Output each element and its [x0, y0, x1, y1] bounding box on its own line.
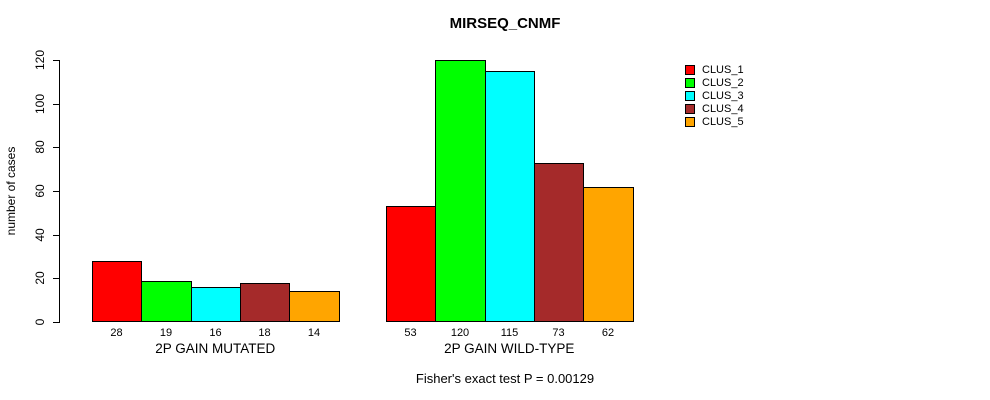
y-tick — [53, 322, 59, 323]
y-tick-label: 60 — [33, 184, 47, 198]
bar-clus_1-group2 — [386, 206, 436, 322]
bar-value-label: 18 — [258, 327, 271, 339]
y-tick — [53, 60, 59, 61]
bar-clus_1-group1 — [92, 261, 142, 322]
y-axis-line — [59, 60, 60, 323]
y-tick — [53, 278, 59, 279]
bar-clus_5-group1 — [289, 291, 340, 322]
bar-value-label: 16 — [209, 327, 222, 339]
bar-value-label: 62 — [601, 327, 615, 339]
legend-label: CLUS_4 — [702, 102, 744, 115]
bar-clus_5-group2 — [583, 187, 634, 322]
y-axis-label: number of cases — [4, 146, 18, 236]
y-tick — [53, 191, 59, 192]
bar-clus_3-group1 — [191, 287, 241, 322]
legend-swatch-clus_4 — [685, 103, 695, 114]
bar-value-label: 19 — [159, 327, 173, 339]
y-tick-label: 0 — [33, 318, 47, 326]
legend-row: CLUS_5 — [685, 115, 744, 128]
bar-clus_2-group1 — [141, 281, 192, 322]
legend-row: CLUS_2 — [685, 76, 744, 89]
legend-row: CLUS_3 — [685, 89, 744, 102]
y-tick-label: 80 — [33, 140, 47, 154]
legend-label: CLUS_5 — [702, 115, 744, 128]
group-label: 2P GAIN WILD-TYPE — [444, 341, 575, 356]
legend-swatch-clus_2 — [685, 77, 695, 88]
bar-value-label: 28 — [110, 327, 123, 339]
y-tick — [53, 147, 59, 148]
annotation-caption: Fisher's exact test P = 0.00129 — [415, 371, 595, 386]
legend-swatch-clus_5 — [685, 116, 695, 127]
group-label: 2P GAIN MUTATED — [155, 341, 276, 356]
legend-swatch-clus_3 — [685, 90, 695, 101]
legend-label: CLUS_2 — [702, 76, 744, 89]
bar-clus_4-group1 — [240, 283, 290, 322]
bar-value-label: 120 — [450, 327, 470, 339]
legend: CLUS_1 CLUS_2 CLUS_3 CLUS_4 CLUS_5 — [685, 63, 744, 128]
legend-row: CLUS_1 — [685, 63, 744, 76]
bar-value-label: 53 — [404, 327, 417, 339]
y-tick-label: 40 — [33, 228, 47, 242]
legend-swatch-clus_1 — [685, 64, 695, 75]
legend-label: CLUS_3 — [702, 89, 744, 102]
legend-row: CLUS_4 — [685, 102, 744, 115]
bar-value-label: 73 — [552, 327, 565, 339]
bar-clus_3-group2 — [485, 71, 535, 322]
legend-label: CLUS_1 — [702, 63, 744, 76]
y-tick — [53, 104, 59, 105]
bar-clus_4-group2 — [534, 163, 584, 322]
y-tick-label: 20 — [33, 271, 47, 285]
y-tick-label: 100 — [33, 93, 47, 115]
y-tick-label: 120 — [33, 49, 47, 71]
bar-value-label: 14 — [307, 327, 321, 339]
y-tick — [53, 235, 59, 236]
bar-value-label: 115 — [500, 327, 519, 339]
chart-title: MIRSEQ_CNMF — [449, 15, 561, 32]
bar-clus_2-group2 — [435, 60, 486, 322]
